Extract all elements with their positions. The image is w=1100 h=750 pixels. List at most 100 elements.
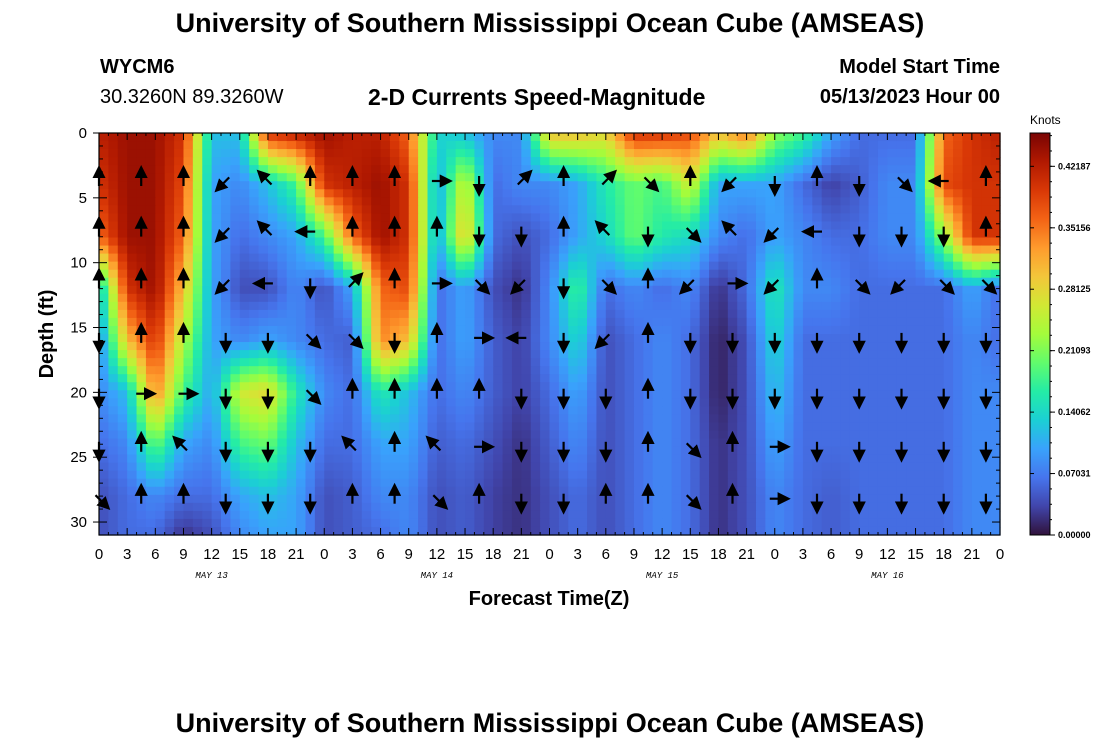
heatmap-cell	[859, 406, 870, 415]
heatmap-cell	[709, 358, 720, 367]
heatmap-cell	[99, 189, 109, 198]
heatmap-cell	[793, 358, 804, 367]
heatmap-cell	[502, 197, 513, 206]
heatmap-cells	[99, 133, 1001, 536]
heatmap-cell	[680, 486, 691, 496]
heatmap-cell	[108, 213, 119, 223]
heatmap-cell	[877, 438, 888, 448]
heatmap-cell	[474, 285, 485, 295]
heatmap-cell	[277, 374, 288, 383]
heatmap-cell	[615, 486, 626, 496]
heatmap-cell	[943, 510, 954, 520]
heatmap-cell	[221, 245, 231, 255]
heatmap-cell	[314, 229, 325, 239]
heatmap-cell	[314, 526, 325, 536]
heatmap-cell	[389, 358, 400, 367]
heatmap-cell	[249, 157, 260, 166]
heatmap-cell	[418, 334, 429, 343]
heatmap-cell	[765, 301, 776, 311]
heatmap-cell	[427, 462, 438, 472]
heatmap-cell	[709, 213, 720, 223]
heatmap-cell	[239, 141, 250, 150]
heatmap-cell	[427, 149, 438, 158]
heatmap-cell	[530, 301, 541, 311]
heatmap-cell	[709, 502, 720, 512]
heatmap-cell	[343, 293, 354, 303]
heatmap-cell	[399, 478, 410, 488]
heatmap-cell	[906, 478, 917, 488]
heatmap-cell	[577, 486, 588, 496]
heatmap-cell	[662, 510, 673, 520]
heatmap-cell	[793, 181, 804, 190]
heatmap-cell	[399, 342, 410, 351]
heatmap-cell	[662, 462, 673, 472]
heatmap-cell	[343, 470, 354, 480]
heatmap-cell	[230, 205, 241, 214]
heatmap-cell	[690, 165, 701, 174]
heatmap-cell	[540, 197, 551, 206]
heatmap-cell	[662, 181, 673, 190]
heatmap-cell	[267, 189, 278, 198]
heatmap-cell	[540, 422, 551, 432]
heatmap-cell	[483, 277, 494, 287]
heatmap-cell	[615, 414, 626, 424]
heatmap-cell	[662, 526, 673, 536]
heatmap-cell	[643, 165, 654, 174]
heatmap-cell	[784, 237, 795, 247]
heatmap-cell	[680, 454, 691, 464]
heatmap-cell	[174, 293, 185, 303]
heatmap-cell	[596, 181, 607, 190]
heatmap-cell	[343, 301, 354, 311]
heatmap-cell	[399, 133, 410, 142]
heatmap-cell	[896, 269, 907, 279]
heatmap-cell	[812, 430, 823, 440]
heatmap-cell	[793, 366, 804, 375]
heatmap-cell	[746, 309, 757, 319]
heatmap-cell	[605, 141, 616, 150]
heatmap-cell	[765, 486, 776, 496]
heatmap-cell	[821, 526, 832, 536]
heatmap-cell	[746, 382, 757, 391]
heatmap-cell	[727, 414, 738, 424]
heatmap-cell	[305, 325, 316, 335]
heatmap-cell	[633, 237, 644, 247]
heatmap-cell	[371, 334, 382, 343]
heatmap-cell	[99, 470, 109, 480]
heatmap-cell	[587, 181, 598, 190]
heatmap-cell	[155, 470, 166, 480]
heatmap-cell	[990, 462, 1001, 472]
heatmap-cell	[455, 390, 466, 399]
heatmap-cell	[446, 277, 457, 287]
heatmap-cell	[258, 325, 269, 335]
heatmap-cell	[615, 157, 626, 166]
heatmap-cell	[455, 309, 466, 319]
heatmap-cell	[737, 414, 748, 424]
heatmap-cell	[192, 454, 203, 464]
heatmap-cell	[652, 486, 663, 496]
heatmap-cell	[877, 462, 888, 472]
heatmap-cell	[408, 301, 419, 311]
heatmap-cell	[174, 245, 185, 255]
heatmap-cell	[652, 293, 663, 303]
heatmap-cell	[558, 350, 569, 359]
heatmap-cell	[436, 398, 447, 407]
heatmap-cell	[868, 486, 879, 496]
heatmap-cell	[230, 277, 241, 287]
heatmap-cell	[192, 398, 203, 407]
heatmap-cell	[221, 197, 231, 206]
heatmap-cell	[221, 141, 231, 150]
heatmap-cell	[709, 478, 720, 488]
heatmap-cell	[587, 173, 598, 182]
heatmap-cell	[896, 414, 907, 424]
heatmap-cell	[465, 133, 476, 142]
heatmap-cell	[521, 237, 532, 247]
heatmap-cell	[361, 261, 372, 271]
heatmap-cell	[934, 213, 945, 223]
heatmap-cell	[849, 141, 860, 150]
heatmap-cell	[324, 374, 335, 383]
heatmap-cell	[915, 245, 926, 255]
heatmap-cell	[709, 518, 720, 528]
heatmap-cell	[718, 181, 729, 190]
heatmap-cell	[859, 438, 870, 448]
heatmap-cell	[117, 510, 128, 520]
